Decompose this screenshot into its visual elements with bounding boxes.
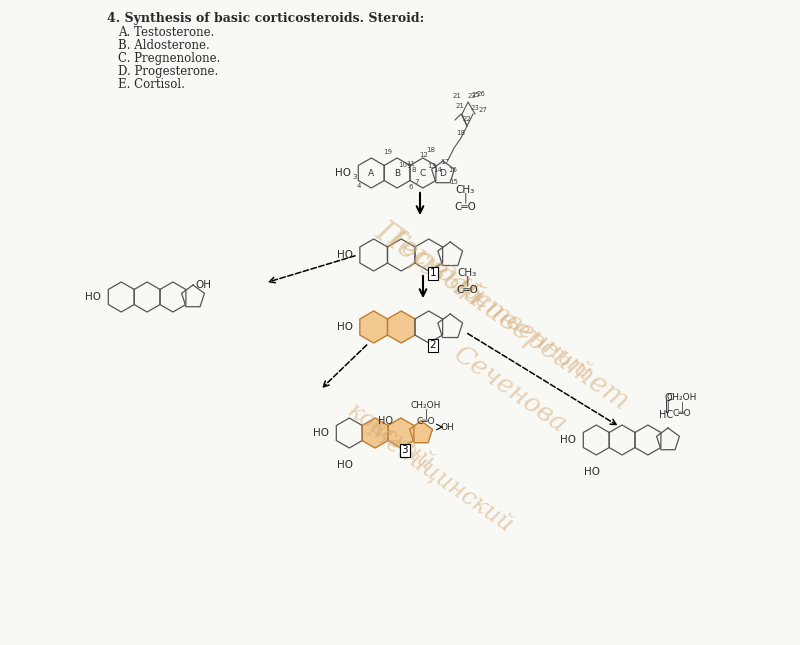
Text: 23: 23 <box>470 105 479 111</box>
Text: 18: 18 <box>426 147 435 153</box>
Text: 16: 16 <box>449 167 458 173</box>
Text: HO: HO <box>584 467 600 477</box>
Text: CH₃: CH₃ <box>458 268 477 278</box>
Text: O: O <box>664 393 672 403</box>
Text: |: | <box>463 193 467 203</box>
Text: 3: 3 <box>352 174 357 180</box>
Text: C═O: C═O <box>454 202 476 212</box>
Text: 6: 6 <box>409 184 414 190</box>
Text: CH₂OH: CH₂OH <box>411 401 442 410</box>
Text: HC: HC <box>659 410 673 420</box>
Polygon shape <box>387 311 415 343</box>
Text: Сеченова: Сеченова <box>449 342 571 438</box>
Text: HO: HO <box>378 416 393 426</box>
Text: 1: 1 <box>430 268 436 279</box>
Text: OH: OH <box>195 280 211 290</box>
Text: B. Aldosterone.: B. Aldosterone. <box>118 39 210 52</box>
Text: HO: HO <box>337 250 353 260</box>
Text: HO: HO <box>86 292 102 302</box>
Text: 7: 7 <box>415 179 419 185</box>
Text: Медицинский: Медицинский <box>362 418 518 536</box>
Text: 19: 19 <box>384 149 393 155</box>
Text: 3: 3 <box>402 445 408 455</box>
Text: 27: 27 <box>478 107 487 113</box>
Text: 9: 9 <box>407 163 411 169</box>
Text: 22: 22 <box>462 116 471 122</box>
Text: 8: 8 <box>412 167 416 173</box>
Text: 12: 12 <box>419 152 428 158</box>
Text: OH: OH <box>440 422 454 432</box>
Text: Университет: Университет <box>446 274 634 416</box>
Text: C═O: C═O <box>673 410 691 419</box>
Text: |: | <box>465 276 469 286</box>
Text: 4: 4 <box>357 183 362 189</box>
Text: HO: HO <box>337 460 353 470</box>
Text: A: A <box>368 168 374 177</box>
Text: D. Progesterone.: D. Progesterone. <box>118 65 218 78</box>
Text: 14: 14 <box>434 167 442 173</box>
Polygon shape <box>388 418 414 448</box>
Text: HO: HO <box>337 322 353 332</box>
Text: Государственный: Государственный <box>384 226 596 384</box>
Text: CH₂OH: CH₂OH <box>666 393 697 402</box>
Text: C: C <box>420 168 426 177</box>
Polygon shape <box>360 311 387 343</box>
Text: 15: 15 <box>450 179 458 185</box>
Text: 25: 25 <box>472 92 480 98</box>
Text: 26: 26 <box>477 91 486 97</box>
Text: 17: 17 <box>441 159 450 165</box>
Text: D: D <box>439 168 446 177</box>
Text: C═O: C═O <box>456 285 478 295</box>
Text: C═O: C═O <box>417 417 435 426</box>
Text: Первый: Первый <box>370 216 490 314</box>
Text: C. Pregnenolone.: C. Pregnenolone. <box>118 52 220 65</box>
Text: HO: HO <box>314 428 330 438</box>
Text: HO: HO <box>335 168 351 178</box>
Polygon shape <box>362 418 388 448</box>
Text: CH₃: CH₃ <box>455 185 474 195</box>
Text: 10: 10 <box>398 162 408 168</box>
Text: ковский: ковский <box>342 399 438 475</box>
Text: |: | <box>680 402 683 412</box>
Text: B: B <box>394 168 400 177</box>
Text: E. Cortisol.: E. Cortisol. <box>118 78 185 91</box>
Text: 21: 21 <box>455 103 465 109</box>
Text: 2: 2 <box>430 341 436 350</box>
Text: A. Testosterone.: A. Testosterone. <box>118 26 214 39</box>
Polygon shape <box>410 421 433 442</box>
Text: HO: HO <box>560 435 576 445</box>
Text: 13: 13 <box>427 163 437 169</box>
Text: 11: 11 <box>406 161 415 167</box>
Text: |: | <box>424 409 428 419</box>
Text: ║: ║ <box>663 399 670 413</box>
Text: 4. Synthesis of basic corticosteroids. Steroid:: 4. Synthesis of basic corticosteroids. S… <box>107 12 424 25</box>
Text: 23: 23 <box>467 93 477 99</box>
Text: 18: 18 <box>457 130 466 136</box>
Text: 21: 21 <box>453 93 462 99</box>
